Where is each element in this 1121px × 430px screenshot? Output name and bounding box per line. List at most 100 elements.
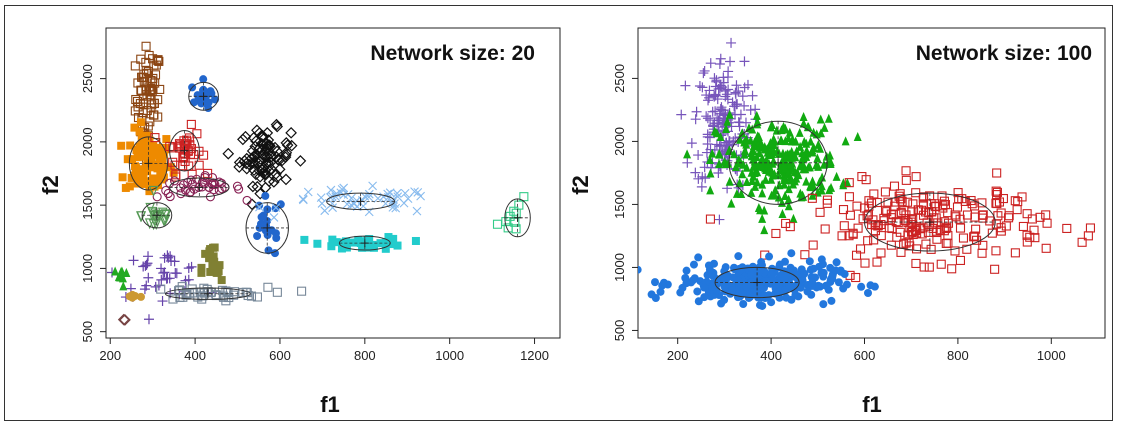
- data-point: [748, 124, 757, 134]
- data-point: [732, 99, 743, 110]
- cluster-centroid: [195, 183, 204, 192]
- data-point: [160, 214, 171, 226]
- data-point: [364, 192, 374, 202]
- data-point: [248, 151, 261, 163]
- data-point: [738, 128, 747, 138]
- data-point: [760, 225, 769, 235]
- data-point: [294, 155, 307, 167]
- data-point: [855, 244, 866, 254]
- data-point: [168, 294, 178, 304]
- data-point: [281, 139, 294, 152]
- data-point: [932, 234, 942, 244]
- data-point: [255, 223, 264, 232]
- data-point: [143, 149, 152, 158]
- data-point: [897, 196, 907, 206]
- data-point: [126, 141, 135, 150]
- data-point: [996, 223, 1006, 233]
- data-point: [762, 155, 771, 165]
- data-point: [738, 288, 747, 297]
- cluster-16: [125, 290, 145, 302]
- data-point: [889, 181, 900, 191]
- data-point: [171, 268, 182, 279]
- data-point: [704, 132, 715, 143]
- data-point: [758, 188, 767, 198]
- data-point: [715, 53, 726, 64]
- data-point: [320, 206, 330, 216]
- data-point: [917, 229, 927, 239]
- data-point: [867, 198, 877, 208]
- data-point: [361, 237, 370, 246]
- data-point: [138, 72, 149, 83]
- data-point: [316, 193, 326, 202]
- data-point: [385, 188, 395, 198]
- data-point: [780, 179, 789, 189]
- data-point: [834, 278, 843, 287]
- x-tick-label: 1000: [435, 348, 464, 363]
- data-point: [682, 157, 693, 168]
- data-point: [387, 240, 396, 249]
- data-point: [937, 191, 947, 201]
- data-point: [271, 120, 284, 133]
- data-point: [819, 300, 828, 309]
- data-point: [393, 241, 402, 250]
- data-point: [413, 188, 423, 197]
- data-point: [962, 210, 972, 220]
- data-point: [213, 268, 222, 277]
- data-point: [747, 167, 756, 177]
- data-point: [199, 150, 209, 160]
- data-point: [747, 90, 758, 101]
- data-point: [739, 100, 750, 111]
- data-point: [254, 170, 266, 183]
- data-point: [176, 183, 186, 193]
- data-point: [860, 258, 870, 268]
- data-point: [715, 103, 726, 114]
- data-point: [364, 189, 374, 199]
- data-point: [813, 153, 822, 163]
- data-point: [747, 187, 756, 197]
- data-point: [133, 179, 142, 188]
- data-point: [873, 221, 883, 231]
- data-point: [503, 223, 513, 233]
- data-point: [703, 95, 714, 106]
- y-tick-label: 1500: [80, 191, 95, 220]
- data-point: [118, 173, 127, 182]
- data-point: [123, 155, 132, 164]
- data-point: [117, 313, 130, 326]
- data-point: [700, 173, 711, 184]
- data-point: [775, 260, 784, 269]
- data-point: [706, 168, 715, 178]
- data-point: [832, 258, 841, 267]
- data-point: [816, 143, 825, 153]
- data-point: [815, 207, 825, 217]
- data-point: [174, 139, 184, 149]
- data-point: [831, 266, 840, 275]
- data-point: [139, 284, 150, 295]
- data-point: [698, 68, 709, 79]
- data-point: [853, 223, 863, 233]
- data-point: [157, 296, 168, 307]
- scatter-panel-1: 200 400 600 800 1000 1200 500 1000 1500 2000 2500 N…: [38, 27, 561, 417]
- data-point: [1013, 197, 1023, 207]
- data-point: [332, 238, 341, 247]
- data-point: [747, 270, 756, 279]
- data-point: [784, 194, 793, 204]
- data-point: [745, 105, 756, 116]
- data-point: [148, 84, 158, 95]
- data-point: [742, 162, 751, 172]
- data-point: [857, 282, 866, 291]
- data-point: [159, 215, 170, 227]
- cluster-7: [136, 185, 173, 231]
- data-point: [750, 104, 761, 115]
- data-point: [263, 175, 275, 188]
- data-point: [729, 101, 740, 112]
- data-point: [133, 102, 143, 112]
- data-point: [388, 202, 398, 212]
- data-point: [781, 123, 790, 133]
- data-point: [240, 162, 253, 175]
- data-point: [817, 268, 826, 277]
- data-point: [919, 262, 929, 272]
- data-point: [908, 214, 918, 224]
- data-point: [820, 224, 830, 234]
- data-point: [206, 267, 215, 276]
- data-point: [992, 187, 1002, 197]
